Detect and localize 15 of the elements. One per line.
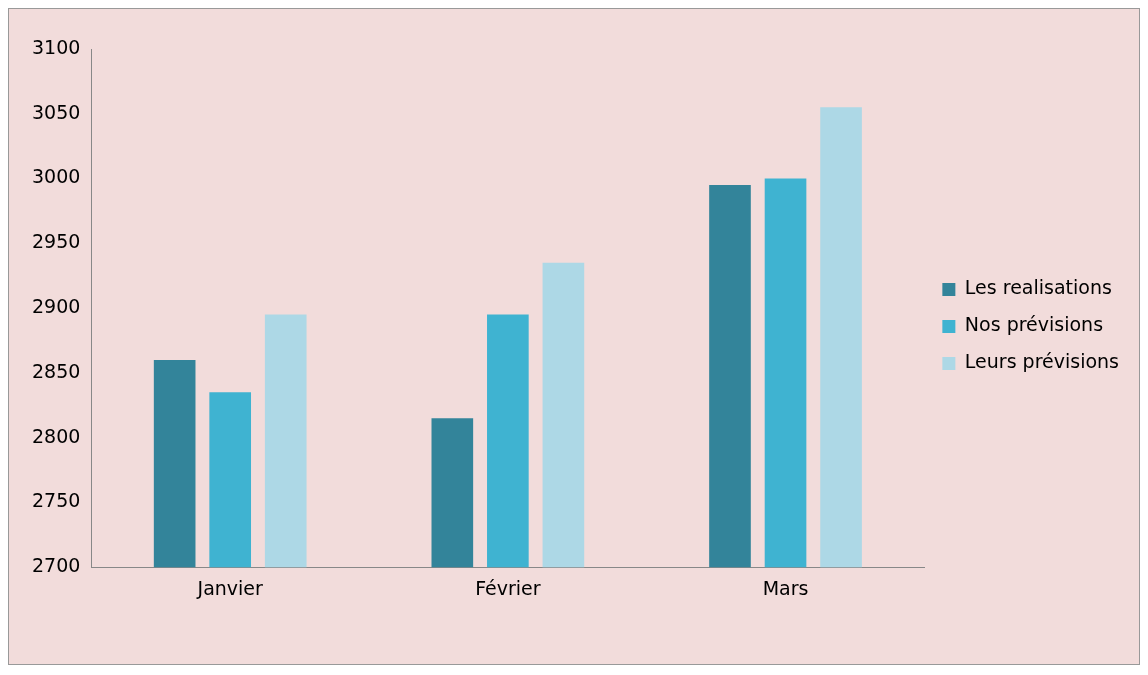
y-tick-label: 2850 xyxy=(31,359,81,382)
y-tick-label: 2900 xyxy=(31,295,81,318)
y-tick-label: 2750 xyxy=(31,489,81,512)
x-tick-label: Janvier xyxy=(196,576,264,599)
legend-label: Nos prévisions xyxy=(964,313,1104,336)
legend-label: Les realisations xyxy=(964,276,1112,299)
y-tick-label: 2700 xyxy=(31,554,81,577)
y-tick-label: 2950 xyxy=(31,230,81,253)
x-tick-label: Mars xyxy=(762,576,809,599)
y-tick-label: 2800 xyxy=(31,424,81,447)
legend-label: Leurs prévisions xyxy=(964,350,1120,373)
x-tick-label: Février xyxy=(475,576,541,599)
y-tick-label: 3100 xyxy=(31,35,81,58)
y-tick-label: 3050 xyxy=(31,100,81,123)
y-tick-label: 3000 xyxy=(31,165,81,188)
